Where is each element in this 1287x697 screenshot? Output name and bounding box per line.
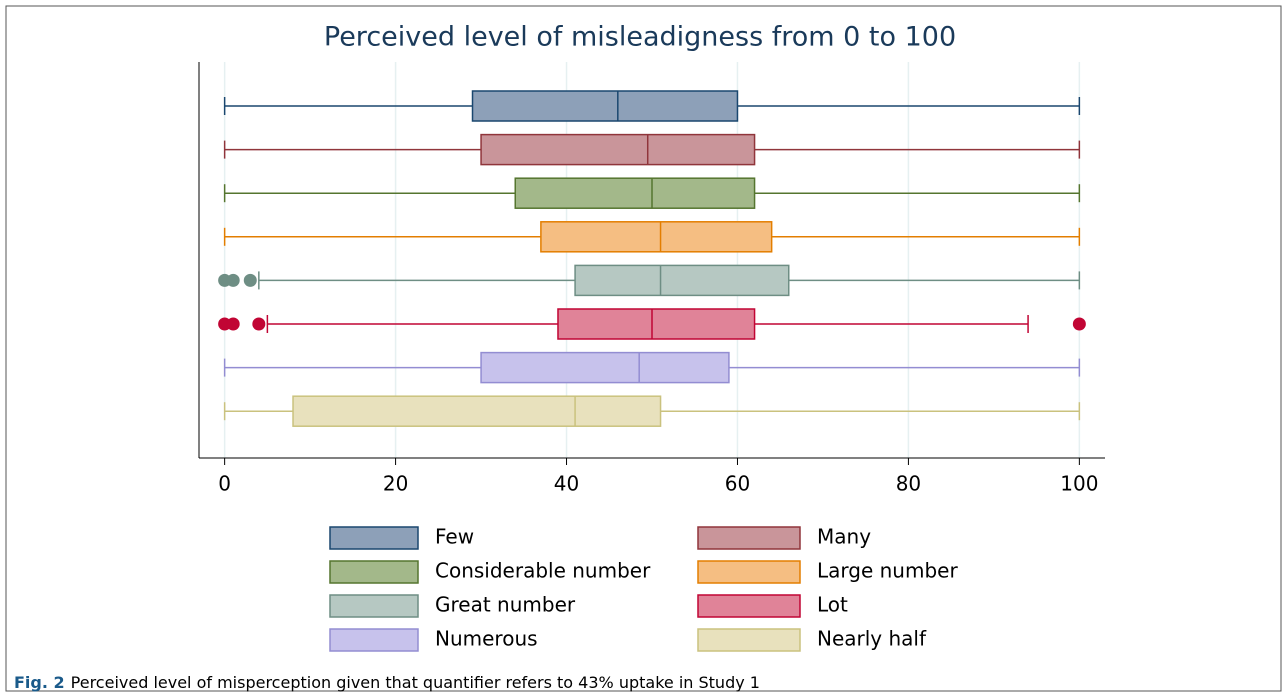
- box: [514, 177, 756, 209]
- chart-title: Perceived level of misleadigness from 0 …: [324, 22, 956, 53]
- outlier: [243, 273, 257, 287]
- x-tick-label: 40: [554, 472, 579, 496]
- caption-text: Perceived level of misperception given t…: [71, 673, 760, 692]
- box: [557, 308, 756, 340]
- legend-label: Nearly half: [817, 627, 927, 651]
- x-tick-label: 100: [1060, 472, 1098, 496]
- box: [540, 221, 773, 253]
- legend-label: Numerous: [435, 627, 538, 651]
- box: [292, 395, 662, 427]
- box: [574, 264, 790, 297]
- legend-label: Many: [817, 525, 871, 549]
- x-tick-label: 0: [218, 472, 231, 496]
- legend-label: Considerable number: [435, 559, 651, 583]
- outlier: [226, 317, 240, 331]
- caption: Fig. 2 Perceived level of misperception g…: [14, 673, 760, 692]
- legend-swatch: [329, 594, 419, 618]
- x-tick-label: 80: [896, 472, 921, 496]
- caption-label: Fig. 2: [14, 673, 65, 692]
- outlier: [226, 273, 240, 287]
- legend-label: Large number: [817, 559, 958, 583]
- legend-swatch: [329, 526, 419, 550]
- legend-swatch: [697, 594, 801, 618]
- x-tick-label: 60: [725, 472, 750, 496]
- box: [471, 90, 739, 122]
- outlier: [1072, 317, 1086, 331]
- legend-label: Great number: [435, 593, 576, 617]
- legend-swatch: [329, 628, 419, 652]
- legend-swatch: [697, 560, 801, 584]
- x-tick-label: 20: [383, 472, 408, 496]
- box: [480, 351, 730, 384]
- legend-label: Lot: [817, 593, 848, 617]
- legend-label: Few: [435, 525, 474, 549]
- box: [480, 133, 756, 166]
- outlier: [252, 317, 266, 331]
- frame: [5, 5, 1282, 692]
- legend-swatch: [697, 526, 801, 550]
- legend-swatch: [697, 628, 801, 652]
- legend-swatch: [329, 560, 419, 584]
